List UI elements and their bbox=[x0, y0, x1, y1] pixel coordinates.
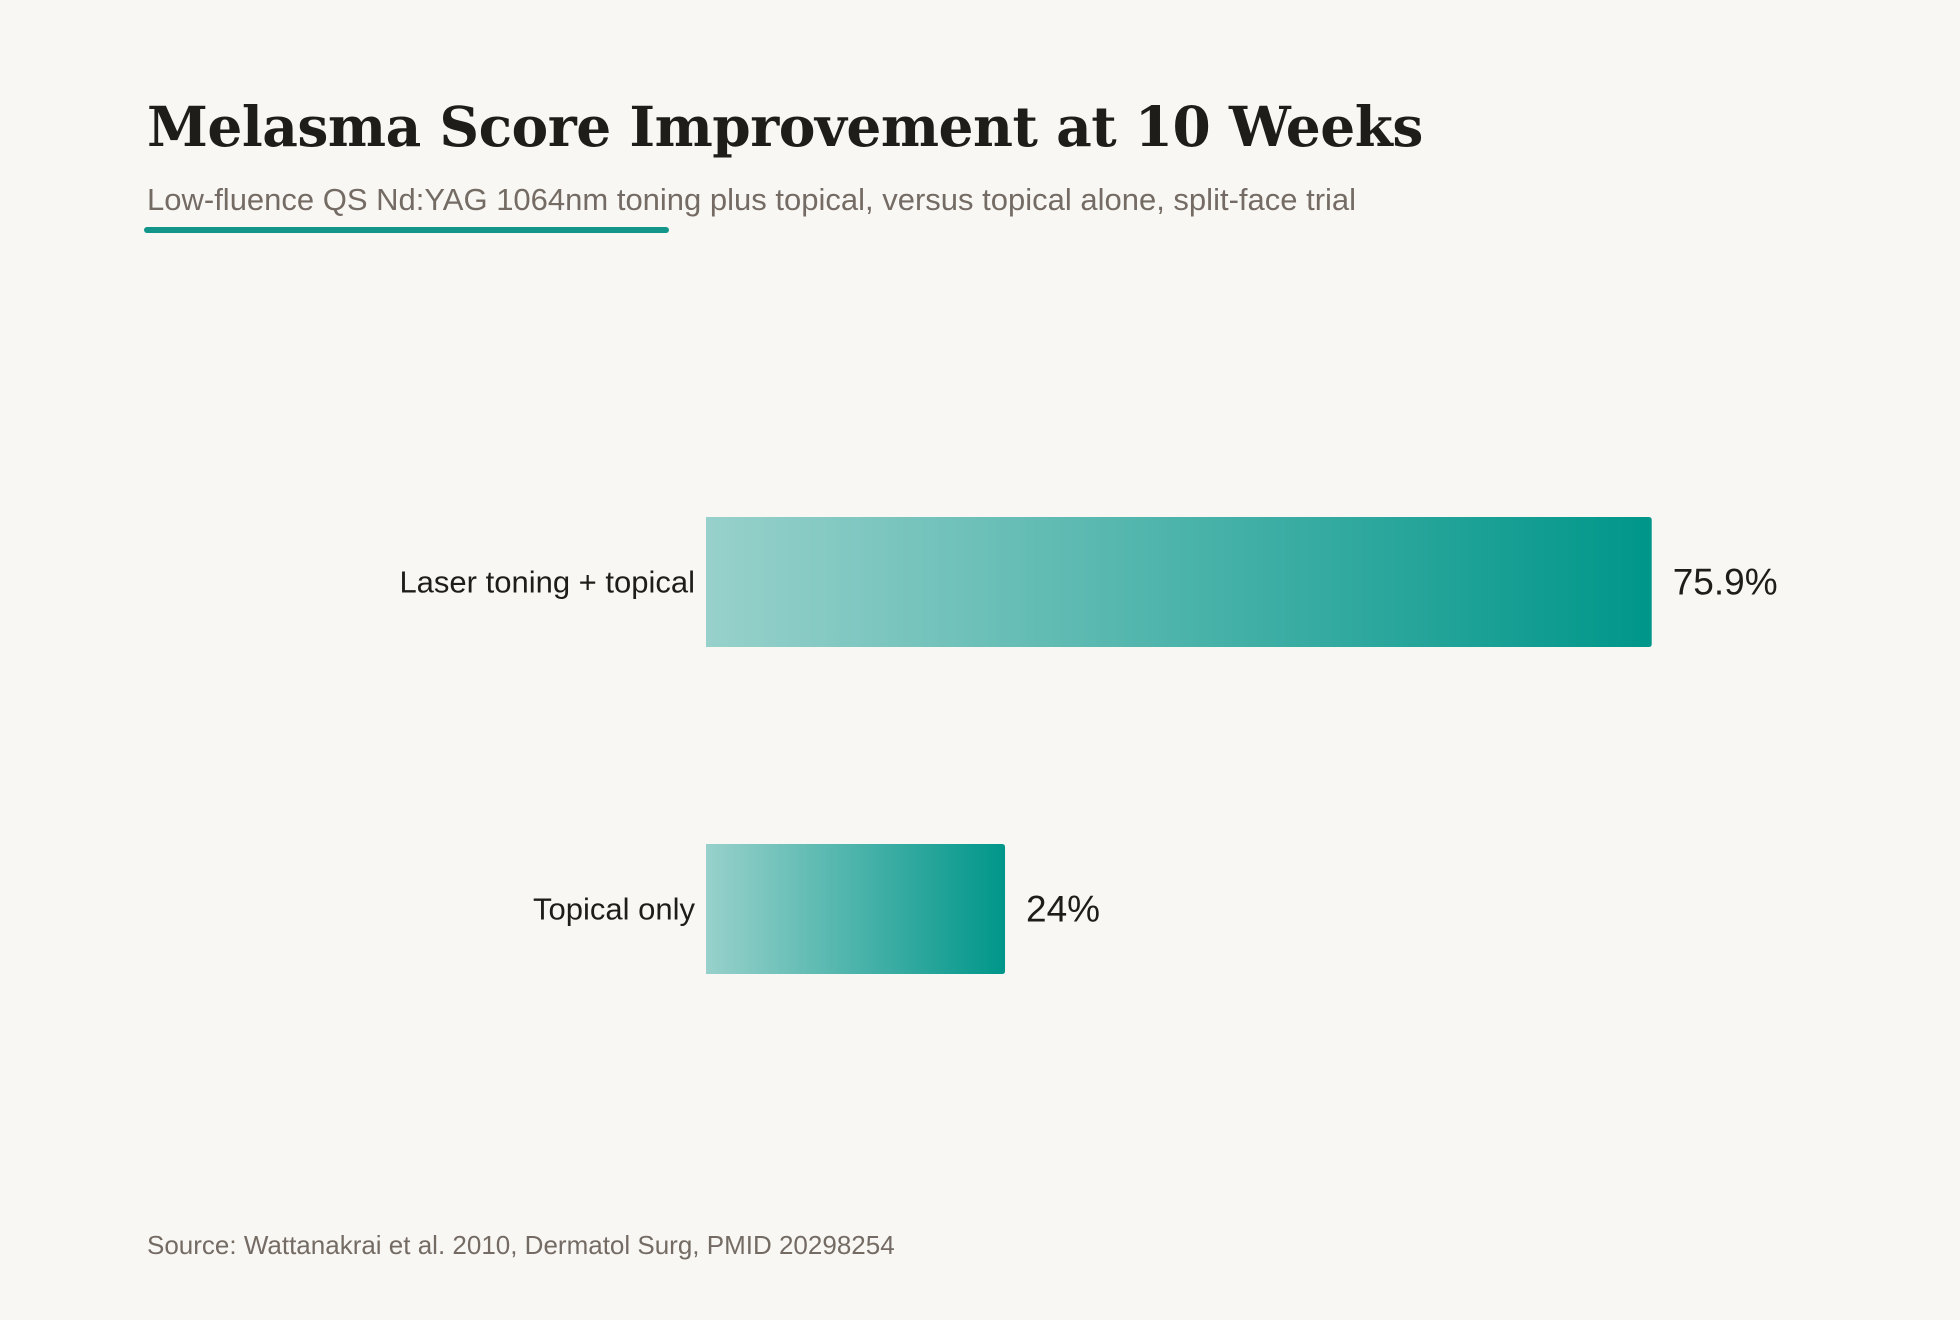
source-note: Source: Wattanakrai et al. 2010, Dermato… bbox=[147, 1230, 895, 1260]
chart-title: Melasma Score Improvement at 10 Weeks bbox=[147, 94, 1423, 159]
title-accent-rule bbox=[144, 227, 669, 233]
chart-subtitle: Low-fluence QS Nd:YAG 1064nm toning plus… bbox=[147, 182, 1357, 217]
bar-1 bbox=[706, 844, 1006, 974]
bar-0 bbox=[706, 517, 1652, 647]
value-label: 24% bbox=[1026, 889, 1100, 930]
category-label: Topical only bbox=[533, 892, 695, 927]
category-label: Laser toning + topical bbox=[399, 565, 695, 600]
value-label: 75.9% bbox=[1673, 562, 1778, 603]
